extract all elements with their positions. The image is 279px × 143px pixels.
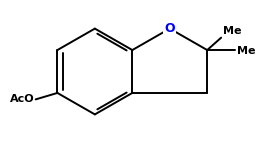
Text: O: O	[164, 22, 175, 35]
Text: Me: Me	[223, 25, 241, 35]
Text: Me: Me	[237, 46, 255, 56]
Text: AcO: AcO	[10, 94, 34, 104]
